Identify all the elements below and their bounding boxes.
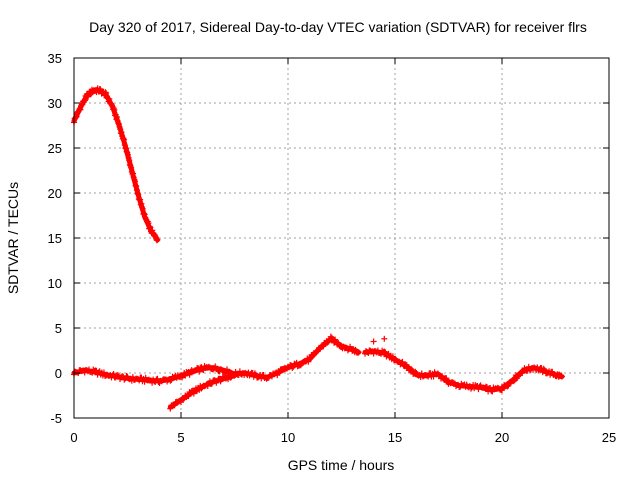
x-tick-label: 0: [70, 430, 77, 445]
axis-ticks: 0 5 10 15 20 25 -5 0 5 10 15 20 25 30 35: [48, 51, 617, 445]
y-tick-label: 15: [48, 231, 62, 246]
x-tick-label: 25: [602, 430, 616, 445]
series-markers-arc-3: [167, 372, 238, 412]
x-axis-label: GPS time / hours: [288, 457, 395, 473]
y-tick-label: 0: [55, 366, 62, 381]
y-axis-label: SDTVAR / TECUs: [5, 182, 21, 294]
y-tick-label: 30: [48, 96, 62, 111]
y-tick-label: 35: [48, 51, 62, 66]
chart-title: Day 320 of 2017, Sidereal Day-to-day VTE…: [89, 19, 587, 35]
data-points: [71, 85, 565, 412]
x-tick-label: 15: [388, 430, 402, 445]
y-tick-label: 5: [55, 321, 62, 336]
series-markers-arc-4: [362, 347, 565, 395]
y-tick-label: 10: [48, 276, 62, 291]
outlier-markers: [370, 335, 388, 345]
series-markers-arc-2: [71, 333, 362, 386]
y-tick-label: -5: [50, 411, 62, 426]
x-tick-label: 10: [281, 430, 295, 445]
x-tick-label: 5: [177, 430, 184, 445]
series-markers-arc-1: [71, 85, 161, 244]
y-tick-label: 20: [48, 186, 62, 201]
x-tick-label: 20: [495, 430, 509, 445]
y-tick-label: 25: [48, 141, 62, 156]
